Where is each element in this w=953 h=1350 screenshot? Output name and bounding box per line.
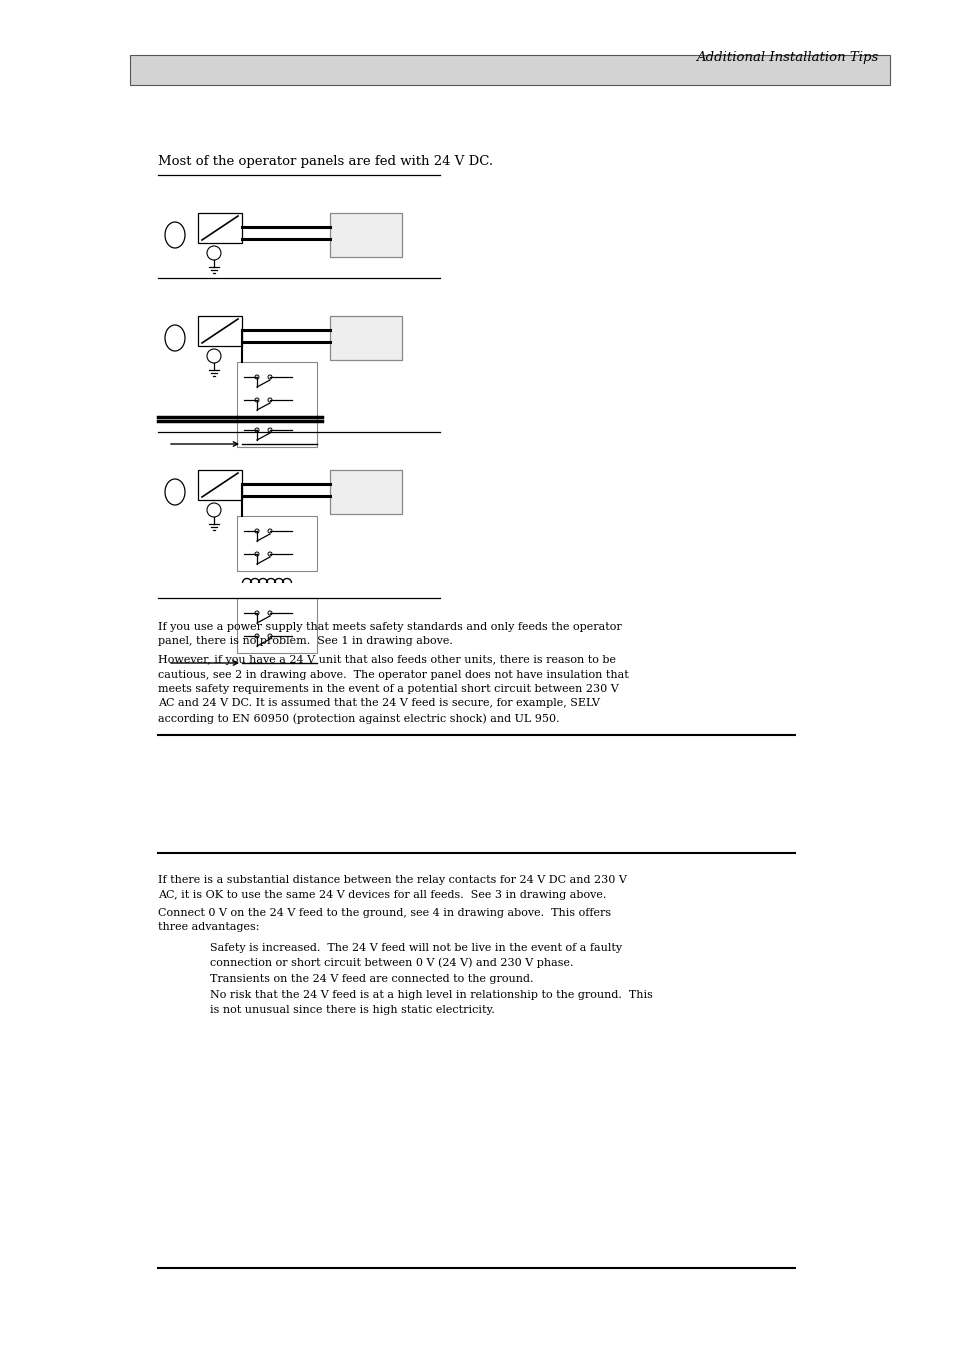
Text: cautious, see 2 in drawing above.  The operator panel does not have insulation t: cautious, see 2 in drawing above. The op… bbox=[158, 670, 628, 679]
Bar bbox=[236, 516, 316, 571]
Text: Connect 0 V on the 24 V feed to the ground, see 4 in drawing above.  This offers: Connect 0 V on the 24 V feed to the grou… bbox=[158, 909, 611, 918]
Ellipse shape bbox=[268, 552, 272, 556]
Text: Safety is increased.  The 24 V feed will not be live in the event of a faulty: Safety is increased. The 24 V feed will … bbox=[210, 944, 621, 953]
Ellipse shape bbox=[165, 479, 185, 505]
Bar bbox=[236, 598, 316, 653]
Ellipse shape bbox=[254, 529, 258, 533]
Ellipse shape bbox=[165, 325, 185, 351]
Bar bbox=[198, 470, 242, 500]
Bar bbox=[330, 470, 401, 514]
Bar bbox=[236, 362, 316, 447]
Ellipse shape bbox=[254, 634, 258, 639]
Text: If you use a power supply that meets safety standards and only feeds the operato: If you use a power supply that meets saf… bbox=[158, 622, 621, 632]
Text: meets safety requirements in the event of a potential short circuit between 230 : meets safety requirements in the event o… bbox=[158, 684, 618, 694]
Ellipse shape bbox=[268, 428, 272, 432]
Bar bbox=[130, 55, 889, 85]
Bar bbox=[198, 213, 242, 243]
Text: Transients on the 24 V feed are connected to the ground.: Transients on the 24 V feed are connecte… bbox=[210, 973, 533, 984]
Ellipse shape bbox=[254, 398, 258, 402]
Bar bbox=[330, 316, 401, 360]
Ellipse shape bbox=[268, 634, 272, 639]
Bar bbox=[330, 213, 401, 256]
Ellipse shape bbox=[207, 246, 221, 261]
Ellipse shape bbox=[268, 398, 272, 402]
Ellipse shape bbox=[254, 375, 258, 379]
Bar bbox=[198, 316, 242, 346]
Text: Additional Installation Tips: Additional Installation Tips bbox=[695, 51, 877, 65]
Ellipse shape bbox=[254, 428, 258, 432]
Ellipse shape bbox=[268, 612, 272, 616]
Text: is not unusual since there is high static electricity.: is not unusual since there is high stati… bbox=[210, 1004, 495, 1015]
Text: AC and 24 V DC. It is assumed that the 24 V feed is secure, for example, SELV: AC and 24 V DC. It is assumed that the 2… bbox=[158, 698, 599, 709]
Ellipse shape bbox=[254, 612, 258, 616]
Ellipse shape bbox=[165, 221, 185, 248]
Text: connection or short circuit between 0 V (24 V) and 230 V phase.: connection or short circuit between 0 V … bbox=[210, 957, 573, 968]
Text: panel, there is no problem.  See 1 in drawing above.: panel, there is no problem. See 1 in dra… bbox=[158, 636, 453, 647]
Text: three advantages:: three advantages: bbox=[158, 922, 259, 933]
Text: according to EN 60950 (protection against electric shock) and UL 950.: according to EN 60950 (protection agains… bbox=[158, 713, 559, 724]
Text: AC, it is OK to use the same 24 V devices for all feeds.  See 3 in drawing above: AC, it is OK to use the same 24 V device… bbox=[158, 890, 606, 899]
Text: Most of the operator panels are fed with 24 V DC.: Most of the operator panels are fed with… bbox=[158, 155, 493, 167]
Ellipse shape bbox=[254, 552, 258, 556]
Ellipse shape bbox=[268, 529, 272, 533]
Ellipse shape bbox=[268, 375, 272, 379]
Text: If there is a substantial distance between the relay contacts for 24 V DC and 23: If there is a substantial distance betwe… bbox=[158, 875, 626, 886]
Text: However, if you have a 24 V unit that also feeds other units, there is reason to: However, if you have a 24 V unit that al… bbox=[158, 655, 616, 666]
Ellipse shape bbox=[207, 350, 221, 363]
Ellipse shape bbox=[207, 504, 221, 517]
Text: No risk that the 24 V feed is at a high level in relationship to the ground.  Th: No risk that the 24 V feed is at a high … bbox=[210, 991, 652, 1000]
